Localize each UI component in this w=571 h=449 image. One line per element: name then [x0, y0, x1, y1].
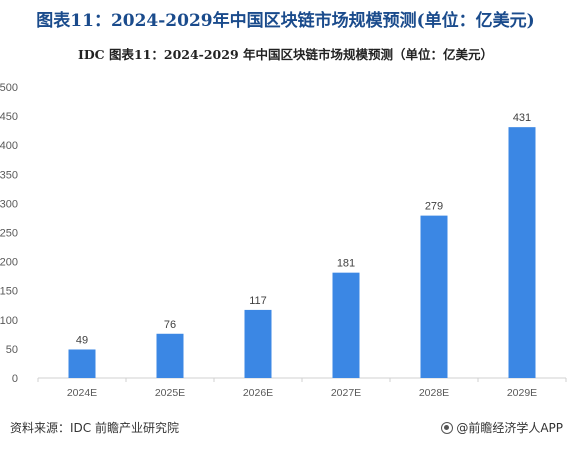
- data-label: 181: [337, 258, 355, 270]
- y-tick-label: 350: [0, 169, 18, 181]
- bar-2028e: [420, 215, 448, 378]
- y-tick-label: 100: [0, 315, 18, 327]
- y-tick-label: 150: [0, 286, 18, 298]
- x-tick-label: 2024E: [67, 387, 97, 399]
- data-label: 49: [76, 334, 88, 346]
- chart-plot-area: 0 50 100 150 200 250 300 350 400 450 500 49 2024E 76 2…: [0, 82, 567, 399]
- data-label: 76: [164, 319, 176, 331]
- bar-2026e: [244, 309, 272, 378]
- chart-title: IDC 图表11：2024-2029 年中国区块链市场规模预测（单位：亿美元）: [77, 47, 493, 62]
- brand-logo-icon: [441, 421, 454, 434]
- bar-2027e: [332, 272, 360, 378]
- brand-credit-label: @前瞻经济学人APP: [456, 421, 563, 435]
- data-label: 431: [513, 112, 531, 124]
- bar-chart: IDC 图表11：2024-2029 年中国区块链市场规模预测（单位：亿美元） …: [0, 36, 571, 410]
- y-tick-label: 300: [0, 198, 18, 210]
- brand-credit: @前瞻经济学人APP: [441, 419, 563, 436]
- data-label: 279: [425, 201, 443, 213]
- y-tick-label: 450: [0, 111, 18, 123]
- x-tick-label: 2026E: [243, 387, 273, 399]
- page-title: 图表11：2024-2029年中国区块链市场规模预测(单位：亿美元): [36, 11, 535, 31]
- bar-2025e: [156, 333, 184, 378]
- y-tick-label: 500: [0, 82, 18, 94]
- x-tick-label: 2028E: [419, 387, 449, 399]
- x-tick-label: 2027E: [331, 387, 361, 399]
- source-note: 资料来源：IDC 前瞻产业研究院: [10, 421, 179, 435]
- bar-2029e: [508, 127, 536, 379]
- y-tick-label: 0: [12, 373, 18, 385]
- y-tick-label: 50: [6, 344, 18, 356]
- y-tick-label: 200: [0, 257, 18, 269]
- y-tick-label: 400: [0, 140, 18, 152]
- y-tick-label: 250: [0, 228, 18, 240]
- x-tick-label: 2029E: [507, 387, 537, 399]
- data-label: 117: [249, 295, 267, 307]
- bar-2024e: [68, 349, 96, 378]
- x-tick-label: 2025E: [155, 387, 185, 399]
